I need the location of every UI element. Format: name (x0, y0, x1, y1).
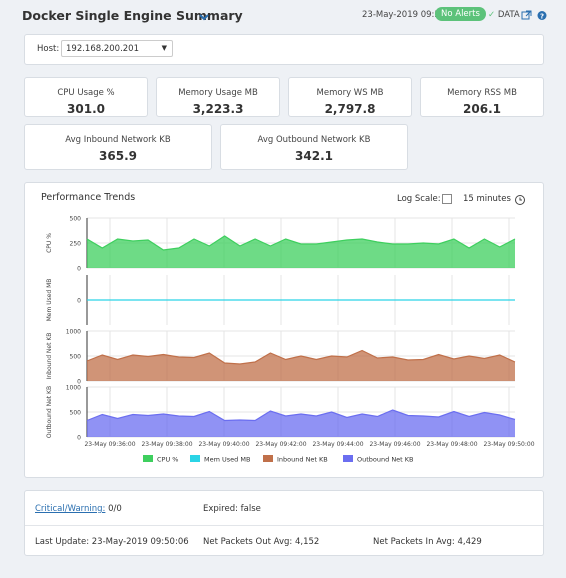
packets-in-row: Net Packets In Avg: 4,429 (373, 537, 482, 547)
last-update-label: Last Update: (35, 537, 90, 547)
title-chevron[interactable] (198, 12, 210, 22)
host-panel: Host: 192.168.200.201 ▼ (24, 34, 544, 65)
y-tick-label: 0 (77, 379, 81, 386)
svg-text:?: ? (540, 13, 544, 21)
kpi-value: 301.0 (67, 102, 105, 116)
log-scale-checkbox[interactable] (442, 194, 452, 204)
packets-out-row: Net Packets Out Avg: 4,152 (203, 537, 319, 547)
y-tick-label: 0 (77, 298, 81, 305)
x-tick-label: 23-May 09:40:00 (198, 441, 249, 448)
packets-out-value: 4,152 (294, 537, 320, 547)
last-update-row: Last Update: 23-May-2019 09:50:06 (35, 537, 189, 547)
expired-label: Expired: (203, 504, 238, 514)
expired-value: false (240, 504, 261, 514)
y-tick-label: 1000 (66, 329, 81, 336)
data-label[interactable]: ✓ DATA (488, 10, 520, 20)
y-tick-label: 1000 (66, 385, 81, 392)
critical-value: 0/0 (108, 504, 122, 514)
time-range[interactable]: 15 minutes (463, 194, 511, 204)
y-tick-label: 500 (70, 410, 82, 417)
critical-row: Critical/Warning: 0/0 (35, 504, 122, 514)
x-tick-label: 23-May 09:48:00 (426, 441, 477, 448)
y-tick-label: 0 (77, 266, 81, 273)
expired-row: Expired: false (203, 504, 261, 514)
alert-badge[interactable]: No Alerts (435, 7, 486, 21)
kpi-value: 206.1 (463, 102, 501, 116)
y-axis-label: Mem Used MB (46, 279, 53, 322)
kpi-card: Avg Inbound Network KB 365.9 (24, 124, 212, 170)
kpi-label: Avg Outbound Network KB (257, 135, 371, 145)
kpi-card: CPU Usage % 301.0 (24, 77, 148, 117)
x-tick-label: 23-May 09:44:00 (312, 441, 363, 448)
x-tick-label: 23-May 09:50:00 (483, 441, 534, 448)
x-tick-label: 23-May 09:36:00 (84, 441, 135, 448)
series-line (86, 409, 516, 422)
legend-label: Outbound Net KB (357, 456, 414, 464)
legend-swatch (143, 455, 153, 462)
host-select[interactable]: 192.168.200.201 ▼ (61, 40, 173, 57)
packets-out-label: Net Packets Out Avg: (203, 537, 293, 547)
kpi-value: 2,797.8 (324, 102, 376, 116)
kpi-value: 3,223.3 (192, 102, 244, 116)
kpi-label: Avg Inbound Network KB (65, 135, 171, 145)
y-tick-label: 0 (77, 435, 81, 442)
kpi-value: 342.1 (295, 149, 333, 163)
host-label: Host: (37, 44, 60, 54)
critical-link[interactable]: Critical/Warning: (35, 504, 106, 514)
x-tick-label: 23-May 09:42:00 (255, 441, 306, 448)
y-axis-label: CPU % (46, 233, 53, 253)
x-tick-label: 23-May 09:38:00 (141, 441, 192, 448)
y-tick-label: 500 (70, 354, 82, 361)
legend-swatch (343, 455, 353, 462)
last-update-value: 23-May-2019 09:50:06 (91, 537, 189, 547)
kpi-value: 365.9 (99, 149, 137, 163)
area (87, 350, 515, 381)
log-scale-label: Log Scale: (397, 194, 441, 204)
select-arrow: ▼ (161, 44, 167, 52)
check-icon: ✓ (488, 10, 496, 20)
legend-swatch (190, 455, 200, 462)
page-title: Docker Single Engine Summary (22, 8, 243, 23)
legend-label: Inbound Net KB (277, 456, 328, 464)
series-line (86, 235, 516, 251)
kpi-label: Memory Usage MB (178, 88, 258, 98)
packets-in-label: Net Packets In Avg: (373, 537, 455, 547)
series-line (86, 349, 516, 365)
header-icons[interactable]: ? (521, 10, 551, 21)
legend-swatch (263, 455, 273, 462)
y-tick-label: 500 (70, 216, 82, 223)
kpi-card: Memory RSS MB 206.1 (420, 77, 544, 117)
legend-label: CPU % (157, 456, 178, 464)
legend-label: Mem Used MB (204, 456, 250, 464)
kpi-card: Avg Outbound Network KB 342.1 (220, 124, 408, 170)
trends-title: Performance Trends (41, 192, 136, 203)
x-tick-label: 23-May 09:46:00 (369, 441, 420, 448)
timestamp: 23-May-2019 09:50 (362, 10, 446, 20)
kpi-card: Memory Usage MB 3,223.3 (156, 77, 280, 117)
kpi-label: Memory WS MB (316, 88, 384, 98)
kpi-label: CPU Usage % (57, 88, 115, 98)
kpi-label: Memory RSS MB (447, 88, 517, 98)
divider (25, 525, 543, 526)
y-axis-label: Inbound Net KB (46, 333, 53, 380)
host-value: 192.168.200.201 (66, 44, 140, 54)
data-text: DATA (497, 10, 520, 20)
kpi-card: Memory WS MB 2,797.8 (288, 77, 412, 117)
footer-panel: Critical/Warning: 0/0 Expired: false Las… (24, 490, 544, 556)
trends-panel: Performance Trends Log Scale: 15 minutes… (24, 182, 544, 478)
trend-charts: 0 250 500 CPU % 0 Mem Used MB 0 500 1000 Inbound … (46, 216, 535, 464)
packets-in-value: 4,429 (457, 537, 482, 547)
y-tick-label: 250 (70, 241, 82, 248)
clock-icon[interactable] (514, 194, 526, 206)
area (87, 236, 515, 268)
y-axis-label: Outbound Net KB (46, 386, 53, 438)
